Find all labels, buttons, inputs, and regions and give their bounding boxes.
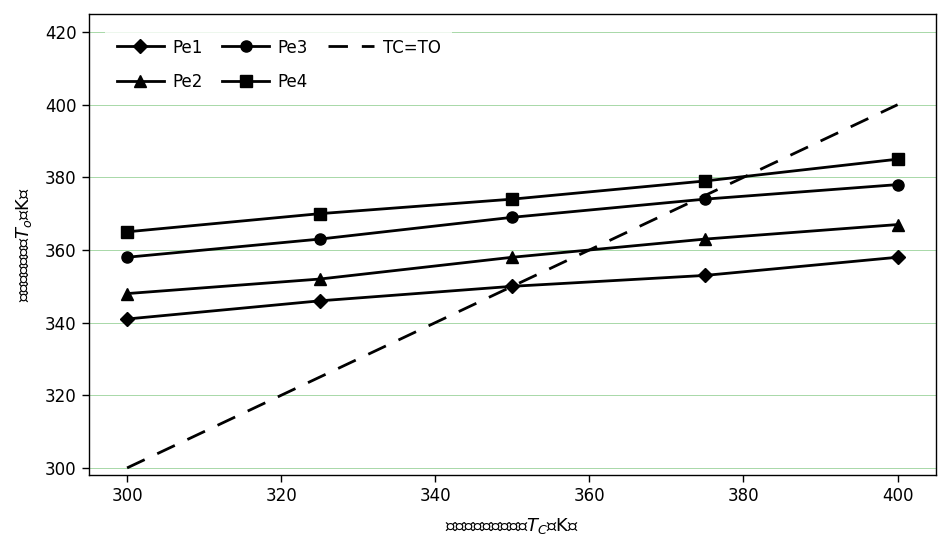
Pe4: [699, 178, 711, 184]
Y-axis label: 压气机出口温度$T_o$（K）: 压气机出口温度$T_o$（K）: [14, 187, 34, 302]
Line: Pe4: Pe4: [122, 153, 903, 238]
Pe4: [892, 156, 903, 162]
Pe3: [314, 236, 326, 243]
Pe2: [122, 290, 133, 297]
Pe3: [892, 182, 903, 188]
Pe2: [892, 221, 903, 228]
Pe1: [122, 316, 133, 322]
Pe3: [122, 254, 133, 261]
Pe1: [892, 254, 903, 261]
Pe3: [506, 214, 518, 221]
Line: Pe2: Pe2: [122, 219, 903, 299]
Pe2: [699, 236, 711, 243]
Pe4: [122, 229, 133, 235]
Legend: Pe1, Pe2, Pe3, Pe4, TC=TO: Pe1, Pe2, Pe3, Pe4, TC=TO: [105, 27, 452, 103]
Pe1: [506, 283, 518, 290]
Pe4: [506, 196, 518, 202]
Line: Pe3: Pe3: [122, 179, 903, 263]
Pe3: [699, 196, 711, 202]
Pe2: [314, 276, 326, 282]
Pe1: [699, 272, 711, 279]
Pe4: [314, 210, 326, 217]
Pe1: [314, 298, 326, 304]
Line: Pe1: Pe1: [123, 252, 902, 324]
X-axis label: 增压之后的空气温度$T_C$（K）: 增压之后的空气温度$T_C$（K）: [446, 516, 580, 536]
Pe2: [506, 254, 518, 261]
